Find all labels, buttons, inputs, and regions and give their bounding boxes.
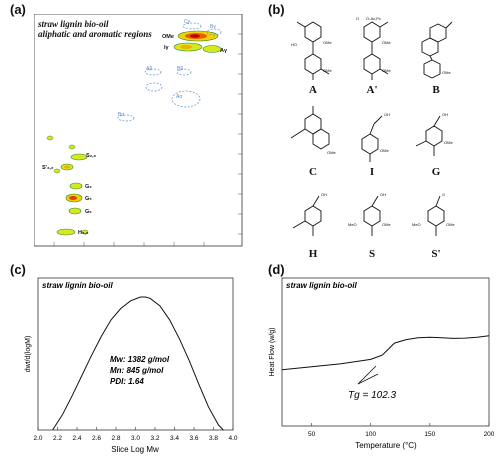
panel-a-title-line1: straw lignin bio-oil [38, 19, 109, 29]
svg-text:O: O [442, 192, 445, 197]
label-a-beta: Aβ [146, 66, 152, 72]
label-a-alpha: Aα [176, 94, 182, 100]
svg-text:OH: OH [384, 112, 390, 117]
svg-text:OH: OH [321, 192, 327, 197]
panel-d-xtick-label: 50 [308, 431, 316, 438]
panel-c-xtick-label: 2.8 [111, 435, 120, 442]
structure-label-s: S [368, 248, 376, 260]
svg-text:OMe: OMe [442, 70, 451, 75]
svg-text:OH: OH [442, 112, 448, 117]
panel-c-annotation-pdi: PDI: 1.64 [110, 377, 144, 386]
svg-text:MeO: MeO [412, 222, 421, 227]
panel-c-annotation-mw: Mw: 1382 g/mol [110, 355, 170, 364]
svg-text:O: O [356, 16, 359, 21]
structure-label-c: C [309, 166, 317, 178]
structure-label-h: H [308, 248, 318, 260]
panel-a-hsqc-plot: Cγ Bγ Aβ Bβ Aα Bα OMe Iγ Aγ S₂,₆ S'₂,₆ G… [34, 14, 243, 247]
svg-text:MeO: MeO [348, 222, 357, 227]
label-s-prime-26: S'₂,₆ [42, 165, 54, 171]
label-ome: OMe [162, 34, 174, 40]
panel-c-label: (c) [10, 262, 26, 277]
svg-text:OMe: OMe [446, 222, 455, 227]
panel-c-xtick-label: 2.2 [53, 435, 62, 442]
panel-b-label: (b) [268, 2, 285, 17]
svg-text:OMe: OMe [444, 140, 453, 145]
panel-a-title: straw lignin bio-oil aliphatic and aroma… [38, 19, 152, 39]
panel-d-tg-arrow [357, 365, 377, 385]
label-g5: G₅ [85, 196, 92, 202]
peak-g2 [69, 182, 83, 190]
structure-i-drawing: OH OMe [361, 112, 390, 162]
panel-c-xtick-label: 2.6 [92, 435, 101, 442]
panel-c-xtick-label: 3.4 [170, 435, 179, 442]
panel-c-annotation-mn: Mn: 845 g/mol [110, 366, 164, 375]
panel-c-series-line [52, 296, 224, 431]
label-b-gamma: Bγ [210, 24, 216, 30]
panel-d-label: (d) [268, 262, 285, 277]
panel-c-plot-frame [37, 277, 234, 431]
structure-label-a: A [309, 84, 317, 96]
panel-d-series-line [281, 335, 490, 371]
panel-d-dsc-chart: 50 100 150 200 straw lignin bio-oil Tg = 10… [269, 277, 494, 450]
svg-text:OMe: OMe [382, 68, 391, 73]
svg-text:OMe: OMe [380, 148, 389, 153]
label-c-gamma: Cγ [184, 19, 191, 25]
svg-text:OH: OH [380, 192, 386, 197]
panel-d-title: straw lignin bio-oil [286, 281, 357, 290]
label-b-beta: Bβ [177, 66, 183, 72]
structure-label-a-prime: A' [366, 84, 378, 96]
label-g6: G₆ [85, 209, 92, 215]
svg-text:OMe: OMe [382, 40, 391, 45]
structure-h-drawing: OH [292, 192, 327, 236]
panel-d-xtick-label: 150 [424, 431, 435, 438]
svg-text:O-Ac,Pc: O-Ac,Pc [366, 16, 381, 21]
panel-a-label: (a) [10, 2, 26, 17]
panel-c-xtick-label: 3.2 [150, 435, 159, 442]
label-i-gamma: Iγ [164, 45, 170, 51]
svg-text:HO: HO [291, 42, 297, 47]
peak-g6 [68, 207, 82, 215]
panel-c-title: straw lignin bio-oil [42, 281, 113, 290]
panel-d-xlabel: Temperature (°C) [355, 441, 417, 450]
panel-c-xtick-label: 3.6 [189, 435, 198, 442]
label-b-alpha: Bα [118, 112, 124, 118]
panel-c-gpc-chart: 2.0 2.2 2.4 2.6 2.8 3.0 3.2 3.4 3.6 3.8 4.0 straw … [25, 277, 238, 454]
structure-label-b: B [432, 84, 440, 96]
peak-s26 [70, 153, 88, 161]
structure-a-drawing: HO OMe OMe [291, 21, 332, 80]
panel-c-xtick-label: 4.0 [228, 435, 237, 442]
svg-text:OMe: OMe [382, 222, 391, 227]
structure-b-drawing: OMe [421, 21, 453, 79]
label-g2: G₂ [85, 184, 92, 190]
panel-c-xtick-label: 2.4 [72, 435, 81, 442]
label-s26: S₂,₆ [86, 153, 97, 159]
panel-c-xlabel: Slice Log Mw [111, 445, 159, 454]
panel-c-ylabel: dwt/d(logM) [25, 336, 32, 373]
peak-h26 [56, 228, 76, 236]
structure-s-prime-drawing: O MeO OMe [412, 192, 455, 236]
structure-label-s-prime: S' [431, 248, 441, 260]
svg-text:OMe: OMe [327, 150, 336, 155]
label-h26: H₂,₆ [78, 230, 89, 236]
panel-d-tg-annotation: Tg = 102.3 [348, 390, 397, 401]
panel-d-xtick-label: 100 [365, 431, 376, 438]
panel-d-plot-frame [281, 277, 490, 427]
structure-g-drawing: OH OMe [415, 112, 453, 156]
svg-text:OMe: OMe [323, 68, 332, 73]
panel-c-xtick-label: 2.0 [33, 435, 42, 442]
label-a-gamma: Aγ [220, 48, 228, 54]
panel-a-title-line2: aliphatic and aromatic regions [38, 29, 152, 39]
svg-text:OMe: OMe [323, 40, 332, 45]
peak-a-gamma [202, 45, 222, 53]
structure-label-g: G [431, 166, 441, 178]
panel-c-xtick-label: 3.0 [131, 435, 140, 442]
structure-c-drawing: OMe [290, 106, 336, 155]
structure-a-prime-drawing: O O-Ac,Pc OMe OMe [356, 16, 391, 80]
structure-s-drawing: OH MeO OMe [348, 192, 391, 236]
panel-d-ylabel: Heat Flow (w/g) [269, 327, 276, 376]
structure-label-i: I [369, 166, 375, 178]
panel-c-xtick-label: 3.8 [209, 435, 218, 442]
panel-d-xtick-label: 200 [484, 431, 494, 438]
